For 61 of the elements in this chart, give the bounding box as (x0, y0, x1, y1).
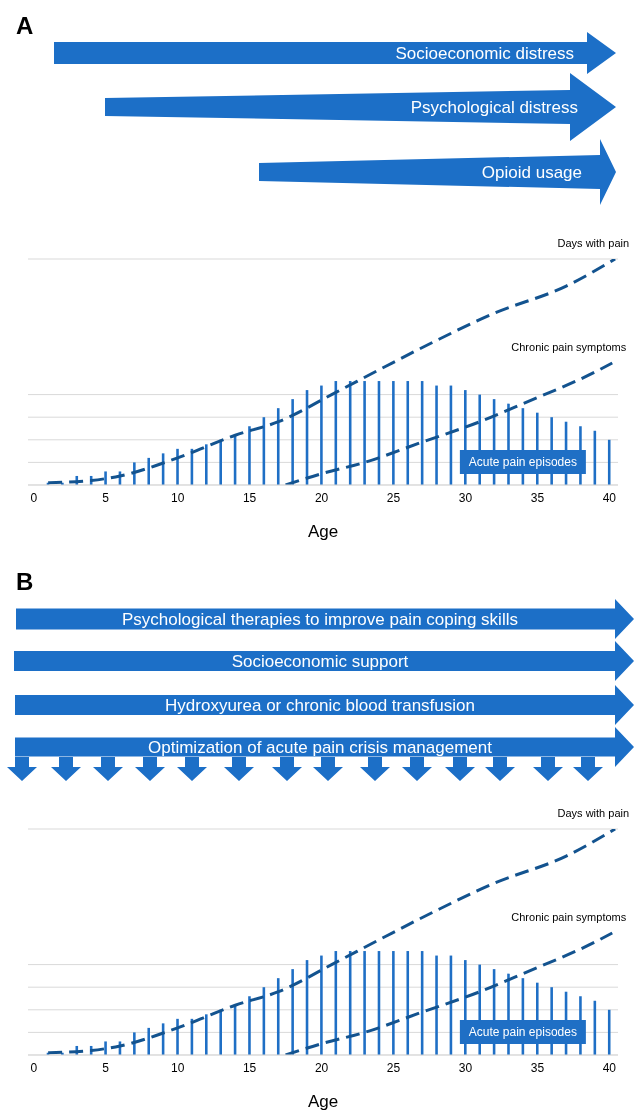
x-tick-label: 40 (602, 1060, 617, 1075)
bar (392, 381, 395, 485)
text: Socioeconomic distress (395, 44, 574, 63)
series-label: Acute pain episodes (468, 455, 577, 469)
x-tick-label: 0 (30, 490, 38, 505)
x-tick-label: 0 (30, 1060, 38, 1075)
bar (219, 1009, 222, 1055)
x-tick-label: 20 (314, 490, 329, 505)
x-tick-label: 20 (314, 1060, 329, 1075)
bar (276, 978, 280, 1055)
x-axis-title: Age (307, 522, 339, 541)
x-tick-label: 5 (102, 1060, 110, 1075)
bar (320, 955, 323, 1055)
text: Hydroxyurea or chronic blood transfusion (165, 696, 475, 715)
text: Optimization of acute pain crisis management (148, 738, 493, 757)
bar (147, 457, 151, 485)
x-tick-label: 15 (242, 1060, 257, 1075)
bar (406, 381, 410, 485)
x-tick-label: 40 (602, 490, 617, 505)
series-label: Days with pain (557, 807, 630, 819)
bar (392, 951, 395, 1055)
bar (248, 996, 251, 1055)
bar (219, 439, 222, 485)
bar (435, 955, 438, 1055)
bar (607, 1009, 611, 1055)
x-tick-label: 35 (530, 1060, 545, 1075)
text: Psychological therapies to improve pain coping skills (122, 610, 518, 629)
x-tick-label: 30 (458, 490, 473, 505)
bar (363, 951, 366, 1055)
bar (607, 439, 611, 485)
bar (435, 385, 438, 485)
series-label: Days with pain (557, 237, 630, 249)
series-label: Acute pain episodes (468, 1025, 577, 1039)
text: Opioid usage (481, 163, 582, 182)
bar (320, 385, 323, 485)
x-tick-label: 35 (530, 490, 545, 505)
x-tick-label: 10 (170, 490, 185, 505)
bar (104, 1041, 107, 1055)
bar (147, 1027, 151, 1055)
x-tick-label: 30 (458, 1060, 473, 1075)
bar (363, 381, 366, 485)
text: Socioeconomic support (231, 652, 409, 671)
bar (176, 448, 179, 485)
bar (406, 951, 410, 1055)
bar (205, 1014, 208, 1055)
series-label: Chronic pain symptoms (511, 340, 627, 353)
bar (276, 408, 280, 485)
bar (248, 426, 251, 485)
bar (205, 444, 208, 485)
x-tick-label: 15 (242, 490, 257, 505)
x-tick-label: 25 (386, 490, 401, 505)
x-axis-title: Age (307, 1092, 339, 1111)
series-label: Chronic pain symptoms (511, 910, 627, 923)
x-tick-label: 10 (170, 1060, 185, 1075)
chart-title: A (16, 12, 34, 39)
text: Psychological distress (410, 98, 578, 117)
x-tick-label: 5 (102, 490, 110, 505)
x-tick-label: 25 (386, 1060, 401, 1075)
chart-title: B (16, 568, 34, 595)
bar (176, 1018, 179, 1055)
bar (104, 471, 107, 485)
